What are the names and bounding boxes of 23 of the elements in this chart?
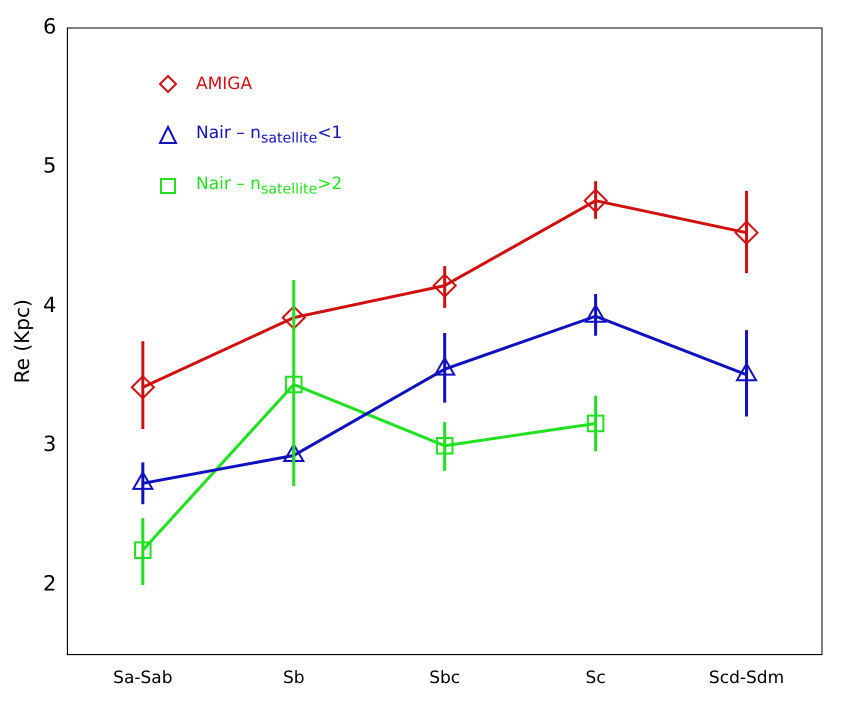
legend-label: Nair – n$_{satellite}$>2 [196, 174, 342, 198]
point [584, 188, 608, 213]
point [130, 375, 155, 400]
point [586, 414, 604, 432]
x-tick-label: Sc [586, 668, 606, 688]
x-tick-label: Scd-Sdm [708, 668, 784, 688]
y-tick-label: 5 [42, 154, 56, 178]
point [282, 306, 306, 330]
x-tick-label: Sb [282, 668, 305, 688]
y-tick-label: 4 [42, 292, 56, 317]
point [436, 436, 454, 455]
legend-label: Nair – n$_{satellite}$<1 [196, 122, 342, 146]
legend-label: AMIGA [196, 74, 252, 94]
y-tick-label: 2 [42, 571, 56, 596]
point [734, 220, 759, 245]
y-tick-label: 3 [42, 432, 56, 456]
point [432, 274, 457, 298]
y-axis-title: Re (Kpc) [10, 299, 34, 384]
point [134, 541, 152, 559]
point [284, 376, 303, 394]
y-tick-label: 6 [42, 14, 56, 38]
x-tick-label: Sa-Sab [113, 668, 172, 688]
x-tick-label: Sbc [429, 668, 460, 688]
